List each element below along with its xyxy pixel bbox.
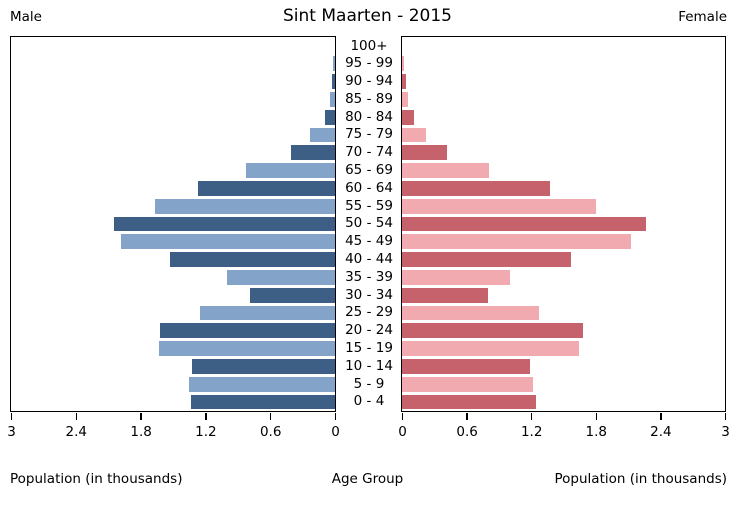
male-x-axis: 0 0.6 1.2 1.8 2.4 3 [7,413,340,443]
age-group-label: 65 - 69 [345,162,393,179]
age-group-label: 15 - 19 [345,340,393,357]
female-bar [402,252,572,267]
female-bar [402,394,536,410]
female-bar [402,198,596,214]
chart-title: Sint Maarten - 2015 [283,6,452,26]
male-bar [197,180,335,196]
female-bar [402,376,534,392]
age-group-label: 50 - 54 [345,215,393,232]
age-group-label: 35 - 39 [345,268,393,285]
male-bar [121,234,335,250]
female-axis-title: Population (in thousands) [554,471,727,487]
male-bar [192,359,335,374]
female-bar [402,56,405,72]
female-bar [402,216,647,232]
female-bar [402,145,448,161]
female-bar [402,305,539,321]
x-axis-tick-label: 2.4 [65,424,88,440]
x-axis-tick [140,413,142,420]
female-panel [401,36,726,412]
x-axis-tick-label: 2.4 [650,424,672,440]
x-axis-tick [334,413,337,420]
male-bar [113,216,335,232]
female-bar [402,359,531,374]
x-axis-tick [401,413,404,420]
female-bar [402,180,550,196]
male-bar [310,127,335,143]
age-group-label: 20 - 24 [345,322,393,339]
x-axis-tick [205,413,207,420]
male-bar [154,198,335,214]
x-axis-tick-label: 1.8 [130,424,152,440]
female-bar [402,287,489,303]
x-axis-tick-label: 3 [721,424,730,440]
age-group-axis-title: Age Group [331,471,404,487]
age-group-label: 80 - 84 [345,108,393,125]
female-bar [402,270,510,285]
age-group-label: 60 - 64 [345,179,393,196]
x-axis-tick [724,413,727,420]
x-axis-tick [530,413,533,420]
male-bar [169,252,335,267]
x-axis-tick [466,413,468,420]
male-bar [158,341,335,357]
age-group-label: 25 - 29 [345,304,393,321]
male-side-label: Male [10,9,42,25]
male-bar [191,394,335,410]
age-group-label: 95 - 99 [345,55,393,72]
male-axis-title: Population (in thousands) [10,471,183,487]
male-bar [332,56,335,72]
x-axis-tick [595,413,598,420]
female-bar [402,323,583,339]
male-bar [246,163,335,178]
x-axis-tick [269,413,272,420]
x-axis-tick-label: 0.6 [259,424,282,440]
male-bar [227,270,335,285]
x-axis-tick-label: 1.2 [195,424,217,440]
age-group-label: 40 - 44 [345,251,393,268]
female-x-axis: 0 0.6 1.2 1.8 2.4 3 [398,413,730,443]
male-bar [331,74,335,89]
x-axis-tick-label: 3 [7,424,16,440]
age-group-label: 100+ [350,37,388,54]
x-axis-tick-label: 0 [331,424,340,440]
male-bar [160,323,335,339]
age-group-labels: 100+ 95 - 99 90 - 94 85 - 89 80 - 84 75 - 79 7… [337,38,401,412]
age-group-label: 75 - 79 [345,126,393,143]
female-bar [402,91,409,107]
female-bar [402,127,426,143]
age-group-label: 90 - 94 [345,73,393,90]
age-group-label: 30 - 34 [345,286,393,303]
male-bar [290,145,335,161]
male-bar [249,287,335,303]
age-group-label: 5 - 9 [353,375,385,392]
male-bar [325,109,335,125]
age-group-label: 10 - 14 [345,357,393,374]
female-bar [402,163,490,178]
age-group-label: 0 - 4 [353,393,385,410]
female-bar [402,341,579,357]
x-axis-tick [75,413,78,420]
male-bar [329,91,335,107]
female-bar [402,234,632,250]
x-axis-tick-label: 0 [398,424,407,440]
age-group-label: 55 - 59 [345,197,393,214]
age-group-label: 70 - 74 [345,144,393,161]
x-axis-tick [10,413,13,420]
female-bar [402,74,407,89]
male-bar [189,376,335,392]
male-bar [200,305,335,321]
age-group-label: 85 - 89 [345,90,393,107]
x-axis-tick [660,413,662,420]
female-bar [402,109,414,125]
age-group-label: 45 - 49 [345,233,393,250]
male-panel [10,36,336,412]
x-axis-tick-label: 1.8 [585,424,608,440]
x-axis-tick-label: 0.6 [456,424,478,440]
female-side-label: Female [678,9,727,25]
x-axis-tick-label: 1.2 [520,424,543,440]
